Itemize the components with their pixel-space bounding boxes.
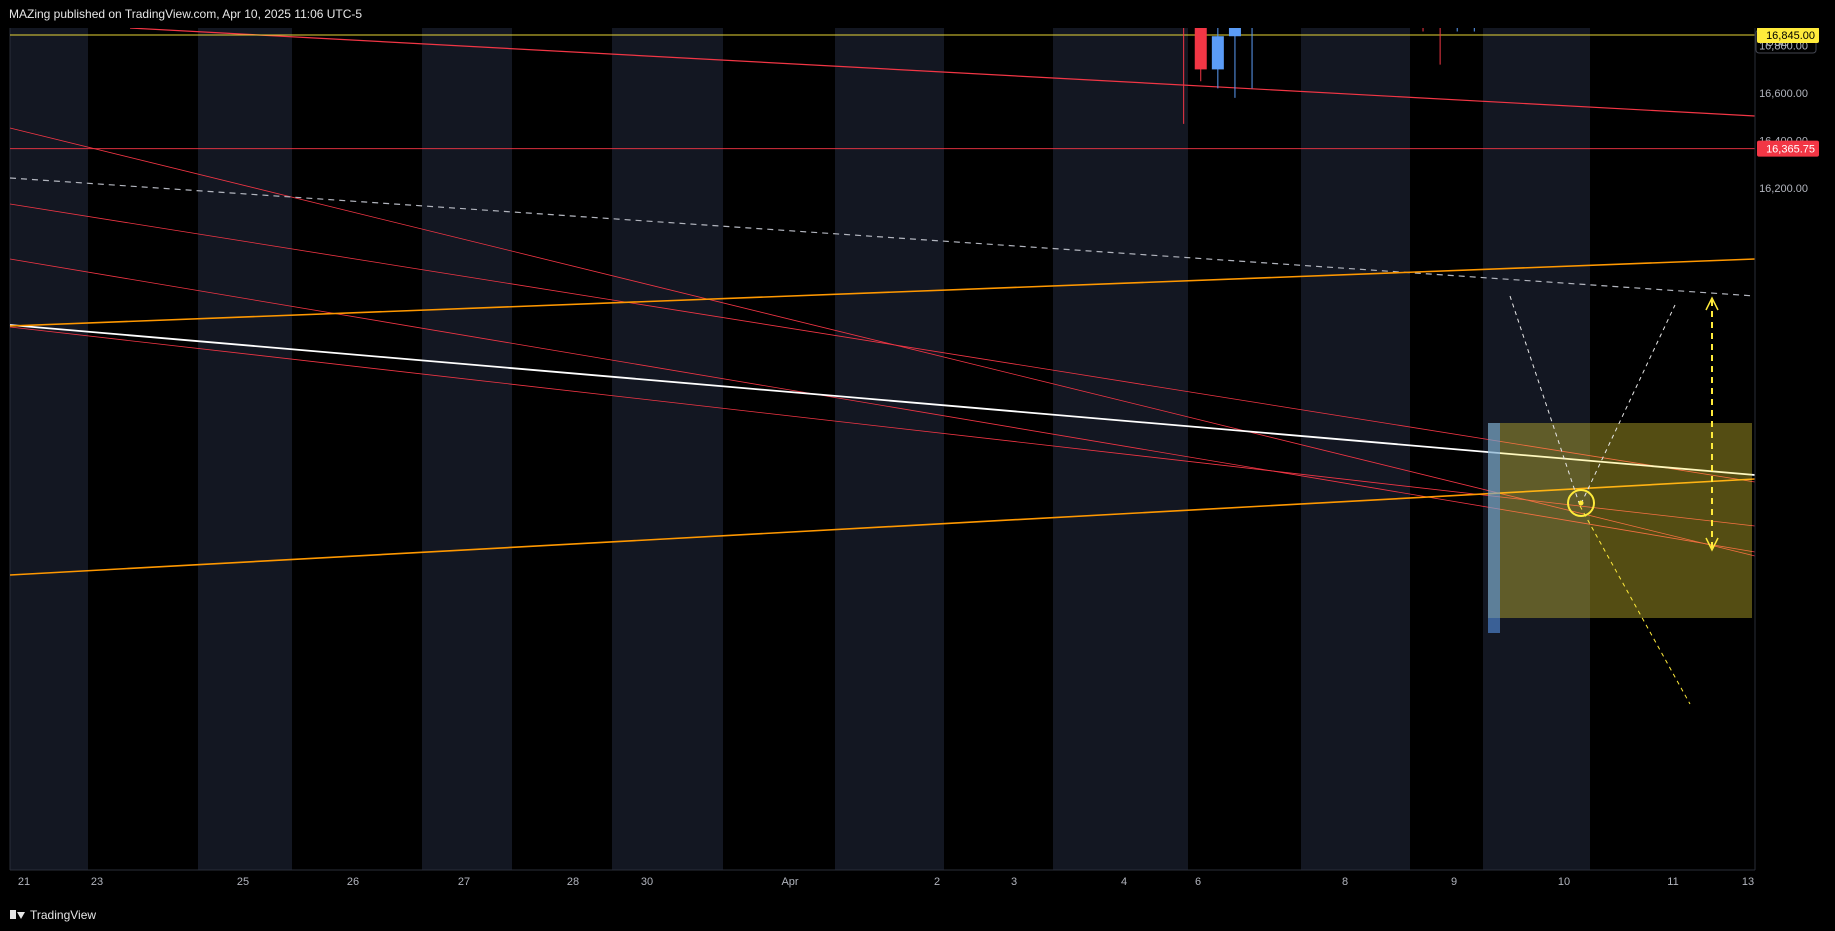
time-tick-label: 3 <box>1011 876 1017 888</box>
time-tick-label: 9 <box>1451 876 1457 888</box>
time-tick-label: 4 <box>1121 876 1127 888</box>
price-tick-label: 16,600.00 <box>1759 88 1808 100</box>
footer: TradingView <box>0 898 1835 931</box>
range-arrow-up-icon <box>1705 296 1719 311</box>
time-tick-label: 26 <box>347 876 359 888</box>
session-band-1 <box>198 28 292 870</box>
price-tag-8 <box>1757 140 1819 157</box>
price-tick-label: 16,200.00 <box>1759 183 1808 195</box>
price-tag-label-8: 16,365.75 <box>1766 144 1815 156</box>
trendline-5 <box>9 177 1756 297</box>
session-band-4 <box>835 28 944 870</box>
time-tick-label: 8 <box>1342 876 1348 888</box>
time-tick-label: 30 <box>641 876 653 888</box>
time-axis[interactable]: 21 23 25 26 27 28 30 Apr 2 3 4 6 8 9 10 11 13 <box>18 876 1754 888</box>
publisher-header: MAZing published on TradingView.com, Apr… <box>0 0 1835 28</box>
projection-zone <box>1488 423 1752 633</box>
projection-path-up <box>1509 295 1676 508</box>
time-tick-label: Apr <box>781 876 798 888</box>
time-tick-label: 11 <box>1667 876 1678 888</box>
trendline-0 <box>129 28 1756 117</box>
price-axis[interactable]: USD 20,800.0020,600.0020,400.0020,200.00… <box>1755 28 1819 195</box>
candle-body <box>1211 36 1224 70</box>
session-band-7 <box>1483 28 1590 870</box>
highlight-dot-icon <box>1578 500 1584 506</box>
trendline-6 <box>9 324 1756 476</box>
session-bands <box>10 28 1590 870</box>
projection-arrows <box>1509 295 1719 705</box>
trendline-4 <box>9 326 1756 527</box>
time-tick-label: 6 <box>1195 876 1201 888</box>
time-tick-label: 23 <box>91 876 103 888</box>
session-band-0 <box>10 28 88 870</box>
footer-brand: TradingView <box>30 907 97 922</box>
drawing-lines <box>9 28 1756 576</box>
time-tick-label: 25 <box>237 876 249 888</box>
trendline-7 <box>9 258 1756 327</box>
time-tick-label: 13 <box>1742 876 1754 888</box>
projection-path-down <box>1579 505 1691 705</box>
time-tick-label: 27 <box>458 876 470 888</box>
time-tick-label: 10 <box>1558 876 1570 888</box>
candle-body <box>1194 28 1207 70</box>
price-chart[interactable]: USD 20,800.0020,600.0020,400.0020,200.00… <box>0 28 1835 898</box>
session-band-2 <box>422 28 512 870</box>
price-tag-label-7: 16,845.00 <box>1766 30 1815 42</box>
session-band-5 <box>1053 28 1188 870</box>
time-tick-label: 28 <box>567 876 579 888</box>
trendline-2 <box>9 203 1756 483</box>
yellow-zone <box>1488 423 1752 618</box>
time-tick-label: 21 <box>18 876 30 888</box>
zone-left-band <box>1488 423 1500 633</box>
trendline-3 <box>9 258 1756 553</box>
candle-body <box>1228 28 1241 37</box>
candles <box>1183 28 1475 124</box>
trendline-1 <box>9 127 1756 557</box>
time-tick-label: 2 <box>934 876 940 888</box>
price-tick-label: 16,800.00 <box>1759 41 1808 53</box>
highlight-circle-icon <box>1567 489 1595 517</box>
session-band-3 <box>612 28 723 870</box>
range-arrow-down-icon <box>1705 537 1719 552</box>
trendline-8 <box>9 478 1756 576</box>
tradingview-logo-icon <box>10 910 25 919</box>
price-tag-7 <box>1757 28 1819 44</box>
